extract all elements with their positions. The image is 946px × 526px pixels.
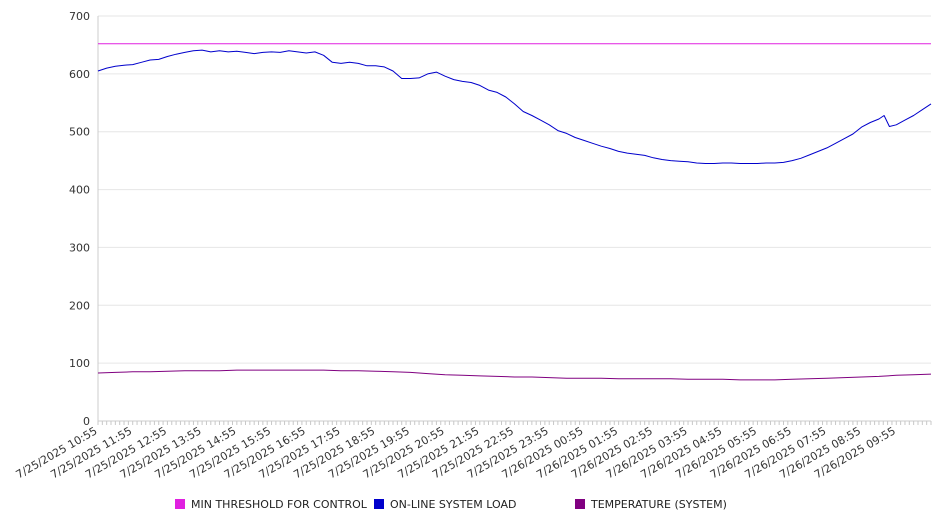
y-tick-label: 0: [83, 415, 90, 428]
legend-item-threshold[interactable]: MIN THRESHOLD FOR CONTROL: [175, 498, 367, 511]
gridlines: [98, 15, 931, 364]
series-line-system-load: [97, 49, 932, 164]
legend-swatch-threshold: [175, 499, 185, 509]
y-tick-label: 200: [69, 299, 90, 312]
y-axis-tick-labels: 0 100 200 300 400 500 600 700: [69, 10, 90, 428]
legend-label-system-load: ON-LINE SYSTEM LOAD: [390, 498, 517, 511]
y-tick-label: 300: [69, 241, 90, 254]
legend: MIN THRESHOLD FOR CONTROL ON-LINE SYSTEM…: [0, 498, 946, 514]
y-tick-label: 100: [69, 357, 90, 370]
y-tick-label: 500: [69, 126, 90, 139]
legend-swatch-system-load: [374, 499, 384, 509]
legend-item-temperature[interactable]: TEMPERATURE (SYSTEM): [575, 498, 727, 511]
y-tick-label: 700: [69, 10, 90, 23]
series-lines: [97, 43, 932, 381]
legend-item-system-load[interactable]: ON-LINE SYSTEM LOAD: [374, 498, 516, 511]
legend-swatch-temperature: [575, 499, 585, 509]
axes: [97, 16, 932, 425]
series-line-temperature: [97, 369, 932, 381]
y-tick-label: 400: [69, 184, 90, 197]
y-tick-label: 600: [69, 68, 90, 81]
legend-label-threshold: MIN THRESHOLD FOR CONTROL: [191, 498, 367, 511]
x-axis-tick-labels: 7/25/2025 10:557/25/2025 11:557/25/2025 …: [14, 424, 898, 481]
legend-label-temperature: TEMPERATURE (SYSTEM): [591, 498, 727, 511]
